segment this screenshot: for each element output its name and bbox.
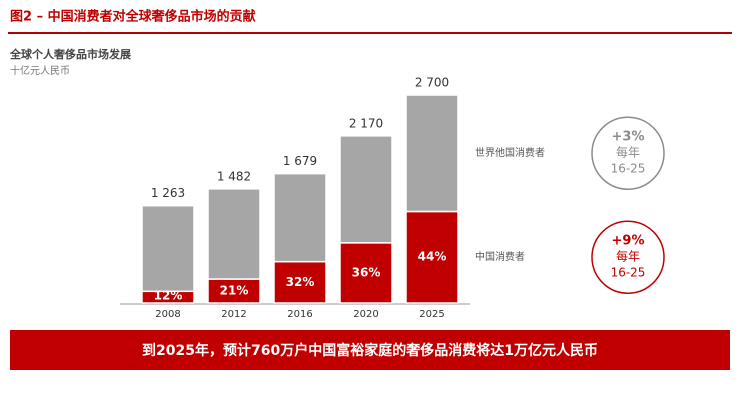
bar-segment [339, 242, 393, 304]
x-tick-label: 2020 [353, 309, 378, 320]
bar-segment [405, 94, 459, 213]
growth-period: 每年 [616, 145, 640, 160]
growth-rate: +9% [612, 234, 645, 249]
legend-label: 世界他国消费者 [475, 146, 545, 159]
footer-text: 到2025年，预计760万户中国富裕家庭的奢侈品消费将达1万亿元人民币 [142, 342, 598, 359]
chart-title: 全球个人奢侈品市场发展 [9, 47, 132, 61]
footer-banner [10, 330, 730, 370]
growth-circle [591, 116, 665, 190]
growth-circle [591, 220, 665, 294]
bar-segment [273, 172, 327, 263]
growth-range: 16-25 [611, 266, 646, 280]
share-label: 44% [418, 250, 447, 264]
share-label: 36% [352, 265, 381, 279]
total-label: 2 170 [349, 116, 383, 130]
share-label: 32% [286, 275, 315, 289]
chart-subtitle: 十亿元人民币 [10, 64, 70, 77]
total-label: 2 700 [415, 76, 449, 90]
x-tick-label: 2012 [221, 309, 246, 320]
page-title: 图2 – 中国消费者对全球奢侈品市场的贡献 [10, 9, 256, 25]
legend-label: 中国消费者 [475, 250, 525, 263]
bar-segment [141, 204, 195, 293]
x-tick-label: 2025 [419, 309, 444, 320]
bar-segment [207, 188, 261, 280]
x-tick-label: 2016 [287, 309, 312, 320]
share-label: 21% [220, 284, 249, 298]
growth-period: 每年 [616, 249, 640, 264]
growth-range: 16-25 [611, 162, 646, 176]
total-label: 1 263 [151, 186, 185, 200]
growth-rate: +3% [612, 130, 645, 145]
total-label: 1 482 [217, 169, 251, 183]
bar-segment [405, 210, 459, 304]
x-tick-label: 2008 [155, 309, 180, 320]
total-label: 1 679 [283, 154, 317, 168]
bar-segment [339, 135, 393, 244]
